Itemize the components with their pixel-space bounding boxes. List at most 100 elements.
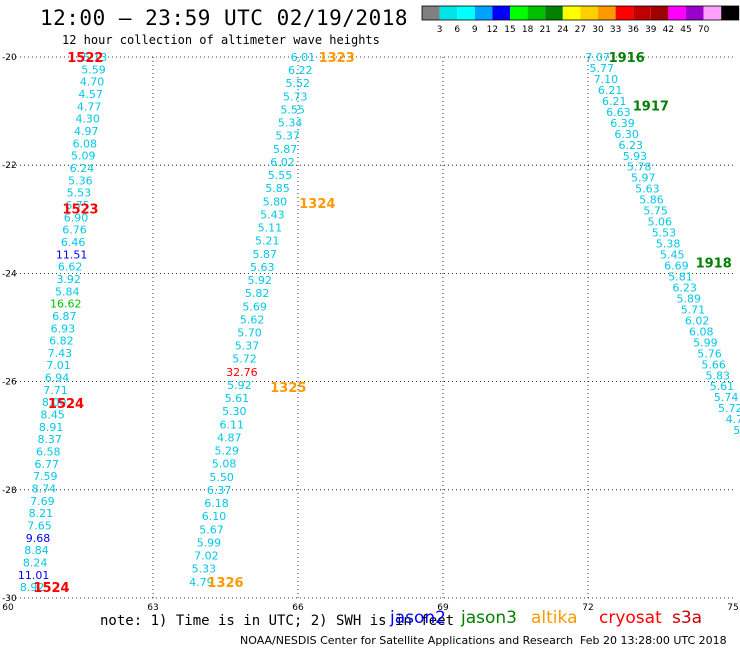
y-tick-label: -24 bbox=[2, 269, 17, 279]
wave-height-value: 6.75 bbox=[65, 199, 90, 212]
color-bar-label: 24 bbox=[557, 25, 569, 35]
wave-height-value: 6.08 bbox=[689, 325, 714, 338]
wave-height-value: 6.94 bbox=[45, 372, 70, 385]
wave-height-value: 4.97 bbox=[74, 125, 99, 138]
wave-height-value: 6.58 bbox=[36, 446, 61, 459]
wave-height-value: 6.93 bbox=[51, 322, 76, 335]
wave-height-value: 5.43 bbox=[260, 208, 285, 221]
wave-height-value: 5.80 bbox=[263, 195, 288, 208]
color-bar-label: 33 bbox=[610, 25, 621, 35]
wave-height-value: 6.62 bbox=[58, 261, 83, 274]
color-bar-swatch bbox=[580, 6, 598, 20]
y-tick-label: -20 bbox=[2, 53, 17, 63]
orbit-pass-label: 1326 bbox=[207, 576, 243, 591]
wave-height-value: 5.81 bbox=[668, 270, 693, 283]
color-bar-swatch bbox=[422, 6, 440, 20]
wave-height-value: 6.39 bbox=[610, 117, 635, 130]
x-tick-label: 72 bbox=[582, 603, 593, 613]
wave-height-value: 5.21 bbox=[255, 235, 280, 248]
wave-height-value: 3.92 bbox=[56, 273, 81, 286]
wave-height-value: 6.46 bbox=[61, 236, 86, 249]
wave-height-value: 7.02 bbox=[194, 550, 219, 563]
color-bar-swatch bbox=[439, 6, 458, 20]
wave-height-value: 5.61 bbox=[710, 380, 735, 393]
color-bar-label: 30 bbox=[592, 25, 604, 35]
wave-height-value: 9.68 bbox=[26, 532, 51, 545]
wave-height-value: 11.01 bbox=[18, 569, 50, 582]
orbit-pass-label: 1323 bbox=[319, 51, 355, 66]
legend-altika: altika bbox=[531, 608, 578, 628]
wave-height-value: 6.63 bbox=[606, 106, 631, 119]
wave-height-value: 6.11 bbox=[220, 418, 245, 431]
wave-height-value: 8.37 bbox=[37, 433, 62, 446]
wave-height-value: 8.74 bbox=[32, 483, 57, 496]
wave-height-value: 5.76 bbox=[697, 347, 722, 360]
color-bar-swatch bbox=[615, 6, 634, 20]
wave-height-value: 6.22 bbox=[288, 64, 313, 77]
page-title: 12:00 – 23:59 UTC 02/19/2018 bbox=[40, 6, 409, 30]
wave-height-value: 7.65 bbox=[27, 520, 52, 533]
wave-height-value: 5.53 bbox=[67, 187, 92, 200]
wave-height-value: 6.08 bbox=[73, 137, 98, 150]
color-bar-label: 3 bbox=[437, 25, 443, 35]
wave-height-value: 5.87 bbox=[273, 143, 298, 156]
color-bar-swatch bbox=[510, 6, 528, 20]
wave-height-value: 6.10 bbox=[202, 510, 227, 523]
wave-height-value: 5.53 bbox=[652, 227, 677, 240]
wave-height-value: 5.74 bbox=[714, 391, 739, 404]
color-bar-label: 42 bbox=[663, 25, 674, 35]
page-subtitle: 12 hour collection of altimeter wave hei… bbox=[62, 33, 380, 47]
wave-height-value: 32.76 bbox=[226, 366, 258, 379]
color-bar-swatch bbox=[457, 6, 475, 20]
wave-height-value: 5.13 bbox=[83, 51, 108, 64]
wave-height-value: 5.38 bbox=[656, 238, 681, 251]
wave-height-value: 7.69 bbox=[30, 495, 55, 508]
wave-height-value: 5.34 bbox=[278, 117, 303, 130]
wave-height-value: 5.75 bbox=[643, 205, 668, 218]
wave-height-value: 5.72 bbox=[232, 353, 257, 366]
x-tick-label: 66 bbox=[292, 603, 304, 613]
wave-height-value: 7.43 bbox=[48, 347, 73, 360]
wave-height-value: 7.71 bbox=[43, 384, 68, 397]
color-bar-label: 70 bbox=[698, 25, 710, 35]
color-bar-label: 36 bbox=[627, 25, 639, 35]
color-bar-label: 21 bbox=[539, 25, 550, 35]
color-bar-swatch bbox=[721, 6, 739, 20]
wave-height-value: 6.69 bbox=[664, 260, 689, 273]
wave-height-value: 5.50 bbox=[209, 471, 234, 484]
y-tick-label: -30 bbox=[2, 594, 17, 604]
color-bar-label: 12 bbox=[487, 25, 498, 35]
wave-height-value: 5.77 bbox=[590, 62, 615, 75]
wave-height-value: 5.93 bbox=[623, 150, 648, 163]
orbit-pass-label: 1918 bbox=[696, 257, 732, 272]
wave-height-value: 5.62 bbox=[240, 313, 265, 326]
color-bar-frame bbox=[421, 5, 740, 21]
wave-height-value: 5.55 bbox=[280, 103, 305, 116]
wave-height-value: 5.33 bbox=[192, 563, 217, 576]
wave-height-value: 8.21 bbox=[29, 507, 54, 520]
wave-height-value: 6.01 bbox=[291, 51, 316, 64]
wave-height-value: 5.83 bbox=[706, 369, 731, 382]
wave-height-value: 7.10 bbox=[594, 73, 619, 86]
wave-height-value: 5.63 bbox=[250, 261, 275, 274]
legend-jason3: jason3 bbox=[461, 608, 517, 628]
wave-height-value: 8.91 bbox=[39, 421, 64, 434]
wave-height-value: 5.89 bbox=[677, 292, 702, 305]
wave-height-value: 5.72 bbox=[718, 402, 740, 415]
wave-height-value: 4.7 bbox=[726, 413, 740, 426]
orbit-pass-label: 1325 bbox=[270, 381, 306, 396]
wave-height-value: 5.69 bbox=[242, 300, 267, 313]
x-tick-label: 75 bbox=[727, 603, 738, 613]
y-tick-label: -26 bbox=[2, 378, 17, 388]
wave-height-value: 4.30 bbox=[75, 113, 100, 126]
color-bar-label: 9 bbox=[472, 25, 478, 35]
wave-height-value: 5.08 bbox=[212, 458, 237, 471]
wave-height-value: 11.51 bbox=[56, 248, 88, 261]
wave-height-value: 6.21 bbox=[598, 84, 623, 97]
orbit-pass-label: 1916 bbox=[609, 51, 645, 66]
wave-height-value: 5.67 bbox=[199, 523, 224, 536]
wave-height-value: 6.21 bbox=[602, 95, 627, 108]
wave-height-value: 5.92 bbox=[227, 379, 252, 392]
color-bar-label: 39 bbox=[645, 25, 657, 35]
wave-height-value: 6.87 bbox=[52, 310, 77, 323]
